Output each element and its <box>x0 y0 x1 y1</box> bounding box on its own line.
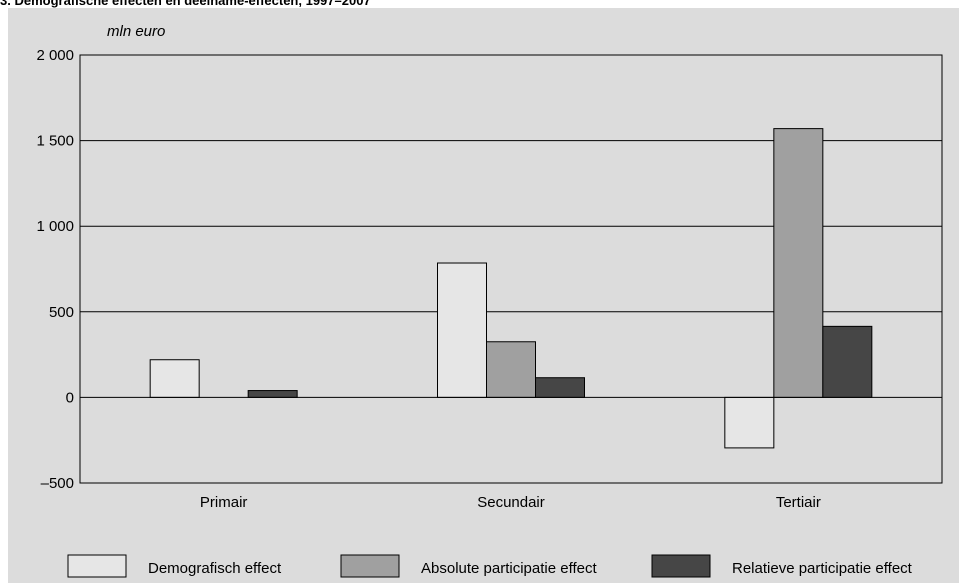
bar-primair-series-1 <box>149 359 200 398</box>
y-tick-label: 500 <box>49 304 74 321</box>
legend-swatch <box>340 554 400 578</box>
bar-tertiair-series-1 <box>724 396 775 449</box>
legend-label: Demografisch effect <box>148 560 282 577</box>
bars <box>149 128 873 449</box>
bar-tertiair-series-2 <box>773 128 824 398</box>
bar-secundair-series-1 <box>437 262 487 398</box>
y-tick-label: –500 <box>41 475 74 492</box>
legend: Demografisch effect Absolute participatie… <box>67 554 913 578</box>
x-tick-label: Secundair <box>477 494 545 511</box>
y-tick-label: 0 <box>66 389 74 406</box>
legend-label: Absolute participatie effect <box>421 560 597 577</box>
y-unit-label: mln euro <box>107 23 165 40</box>
x-tick-label: Tertiair <box>776 494 821 511</box>
y-tick-label: 2 000 <box>36 47 74 64</box>
legend-label: Relatieve participatie effect <box>732 560 913 577</box>
bar-secundair-series-3 <box>535 377 585 398</box>
bar-secundair-series-2 <box>486 341 536 398</box>
bar-primair-series-3 <box>247 390 298 398</box>
plot-area <box>79 54 943 484</box>
y-tick-labels: –500 0 500 1 000 1 500 2 000 <box>36 47 74 492</box>
legend-swatch <box>67 554 127 578</box>
x-tick-label: Primair <box>200 494 248 511</box>
y-tick-label: 1 500 <box>36 133 74 150</box>
x-tick-labels: Primair Secundair Tertiair <box>200 494 821 511</box>
bar-tertiair-series-3 <box>822 325 873 398</box>
legend-swatch <box>651 554 711 578</box>
y-tick-label: 1 000 <box>36 218 74 235</box>
chart-caption: 3. Demografische effecten en deelname-ef… <box>0 0 371 8</box>
